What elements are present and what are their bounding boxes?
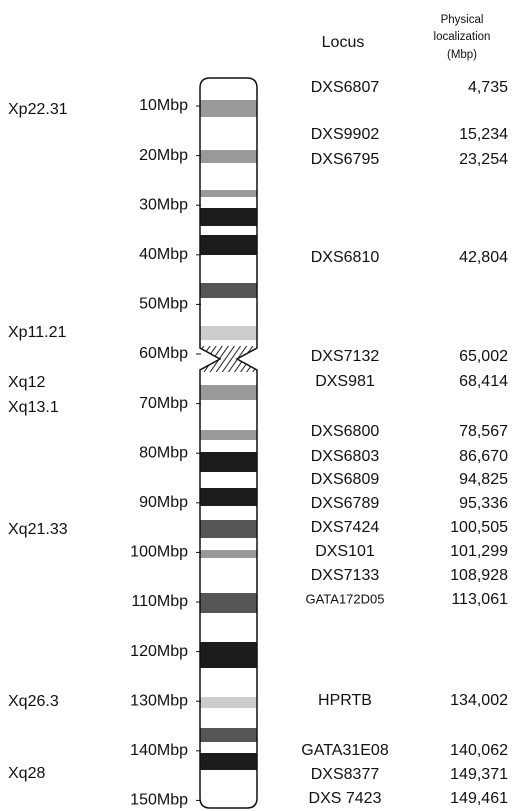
chromosome-bands	[195, 70, 265, 811]
locus-name: DXS7133	[311, 567, 380, 584]
scale-label: 50Mbp	[139, 296, 188, 313]
locus-name: DXS981	[315, 373, 375, 390]
physical-header: Physical	[441, 14, 484, 26]
scale-label: 150Mbp	[130, 792, 188, 809]
scale-label: 110Mbp	[131, 593, 188, 610]
locus-position: 78,567	[459, 423, 508, 440]
locus-name: DXS6803	[311, 448, 380, 465]
scale-label: 20Mbp	[139, 147, 188, 164]
band-label: Xp22.31	[8, 101, 68, 118]
scale-label: 90Mbp	[139, 494, 188, 511]
band-label: Xq26.3	[8, 693, 59, 710]
locus-position: 108,928	[450, 567, 508, 584]
scale-label: 70Mbp	[139, 395, 188, 412]
locus-position: 94,825	[459, 471, 508, 488]
physical-header: (Mbp)	[447, 49, 477, 61]
band-label: Xq28	[8, 765, 45, 782]
locus-name: DXS9902	[311, 126, 380, 143]
locus-position: 86,670	[459, 448, 508, 465]
band-label: Xp11.21	[8, 324, 67, 341]
locus-name: DXS6789	[311, 495, 380, 512]
locus-name: DXS8377	[311, 766, 380, 783]
scale-label: 130Mbp	[130, 692, 188, 709]
ideogram-figure: Locus Physical localization (Mbp) Xp22.3…	[0, 0, 512, 811]
locus-name: DXS101	[315, 543, 375, 560]
scale-label: 80Mbp	[139, 444, 188, 461]
locus-name: DXS6795	[311, 151, 380, 168]
locus-position: 134,002	[450, 692, 508, 709]
locus-name: DXS 7423	[309, 790, 382, 807]
locus-name: HPRTB	[318, 692, 372, 709]
locus-position: 140,062	[450, 742, 508, 759]
scale-label: 140Mbp	[130, 742, 188, 759]
scale-label: 10Mbp	[139, 97, 188, 114]
physical-header: localization	[434, 31, 491, 43]
locus-position: 101,299	[450, 543, 508, 560]
locus-position: 4,735	[468, 79, 508, 96]
scale-label: 40Mbp	[139, 246, 188, 263]
locus-position: 15,234	[459, 126, 508, 143]
locus-position: 23,254	[459, 151, 508, 168]
locus-position: 100,505	[450, 519, 508, 536]
scale-label: 60Mbp	[139, 345, 188, 362]
scale-label: 100Mbp	[130, 544, 188, 561]
locus-position: 42,804	[459, 249, 508, 266]
locus-name: DXS6809	[311, 471, 380, 488]
locus-position: 149,371	[450, 766, 508, 783]
band-label: Xq13.1	[8, 399, 59, 416]
band-label: Xq12	[8, 374, 45, 391]
locus-position: 65,002	[459, 348, 508, 365]
locus-name: DXS6807	[311, 79, 380, 96]
locus-name: DXS7132	[311, 348, 380, 365]
locus-name: GATA172D05	[305, 591, 384, 606]
scale-label: 120Mbp	[130, 643, 188, 660]
locus-name: DXS6810	[311, 249, 380, 266]
locus-name: DXS7424	[311, 519, 380, 536]
locus-name: GATA31E08	[301, 742, 389, 759]
scale-label: 30Mbp	[139, 196, 188, 213]
band-label: Xq21.33	[8, 521, 68, 538]
locus-name: DXS6800	[311, 423, 380, 440]
locus-header: Locus	[322, 34, 365, 51]
locus-position: 149,461	[450, 790, 508, 807]
locus-position: 95,336	[459, 495, 508, 512]
locus-position: 68,414	[459, 373, 508, 390]
locus-position: 113,061	[451, 591, 508, 608]
